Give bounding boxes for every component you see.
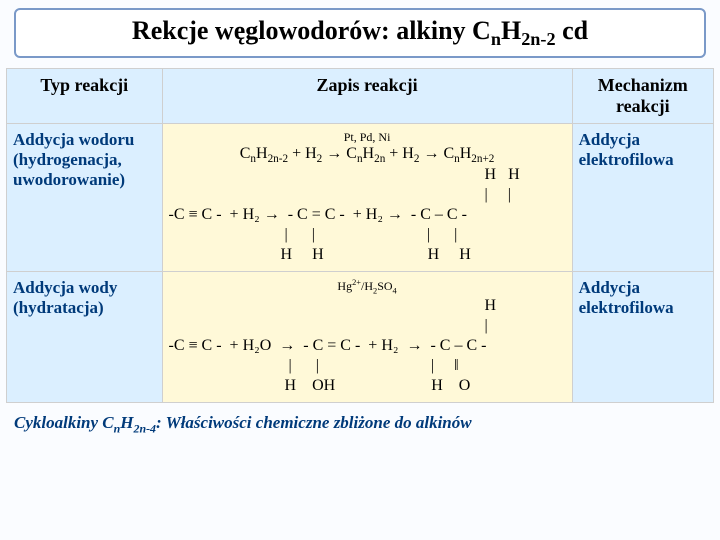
cat: /H — [361, 279, 373, 293]
eq: 2n-2 — [268, 153, 289, 165]
title-sub1: n — [491, 29, 501, 49]
arrow-icon: → — [322, 145, 346, 162]
header-type: Typ reakcji — [7, 69, 163, 124]
row1-reaction: Pt, Pd, Ni CnH2n-2 + H2 → CnH2n + H2 → C… — [162, 124, 572, 272]
title-prefix: Rekcje węglowodorów: alkiny C — [132, 16, 491, 45]
table-row: Addycja wodoru (hydrogenacja, uwodorowan… — [7, 124, 714, 272]
header-reaction: Zapis reakcji — [162, 69, 572, 124]
title-mid: H — [501, 16, 521, 45]
eq: + H — [385, 145, 414, 162]
reactions-table: Typ reakcji Zapis reakcji Mechanizm reak… — [6, 68, 714, 403]
eq: H — [460, 145, 472, 162]
footnote: Cykloalkiny CnH2n-4: Właściwości chemicz… — [6, 413, 714, 436]
fn: H — [120, 413, 133, 432]
eq: 2n+2 — [471, 153, 494, 165]
eq: H — [256, 145, 268, 162]
cat: 4 — [393, 287, 397, 296]
fn: : Właściwości chemiczne zbliżone do alki… — [156, 413, 472, 432]
eq: C — [346, 145, 357, 162]
row1-type: Addycja wodoru (hydrogenacja, uwodorowan… — [7, 124, 163, 272]
row2-catalyst: Hg2+/H2SO4 — [169, 278, 566, 295]
eq: + H — [288, 145, 317, 162]
title-sub2: 2n-2 — [521, 29, 555, 49]
table-row: Addycja wody (hydratacja) Hg2+/H2SO4 H — [7, 272, 714, 402]
header-mechanism: Mechanizm reakcji — [572, 69, 713, 124]
eq: C — [443, 145, 454, 162]
eq: 2n — [374, 153, 385, 165]
cat: Hg — [337, 279, 352, 293]
title-suffix: cd — [556, 16, 589, 45]
eq: H — [363, 145, 375, 162]
row2-mechanism: Addycja elektrofilowa — [572, 272, 713, 402]
row1-mechanism: Addycja elektrofilowa — [572, 124, 713, 272]
arrow-icon: → — [419, 145, 443, 162]
cat: 2+ — [352, 278, 361, 287]
row2-type: Addycja wody (hydratacja) — [7, 272, 163, 402]
slide-title: Rekcje węglowodorów: alkiny CnH2n-2 cd — [14, 8, 706, 58]
cat: SO — [377, 279, 392, 293]
row2-structure: H | -C ≡ C - + H₂O → - C = C - + H₂ → - … — [169, 296, 566, 396]
fn: Cykloalkiny C — [14, 413, 114, 432]
row1-structure: H H | | -C ≡ C - + H₂ → - C = C - + H₂ →… — [169, 165, 566, 265]
row1-catalyst: Pt, Pd, Ni — [169, 130, 566, 145]
fn: 2n-4 — [134, 421, 156, 435]
row2-reaction: Hg2+/H2SO4 H | -C ≡ C - + H₂ — [162, 272, 572, 402]
table-header-row: Typ reakcji Zapis reakcji Mechanizm reak… — [7, 69, 714, 124]
eq: C — [240, 145, 251, 162]
row1-equation: CnH2n-2 + H2 → CnH2n + H2 → CnH2n+2 — [169, 145, 566, 165]
